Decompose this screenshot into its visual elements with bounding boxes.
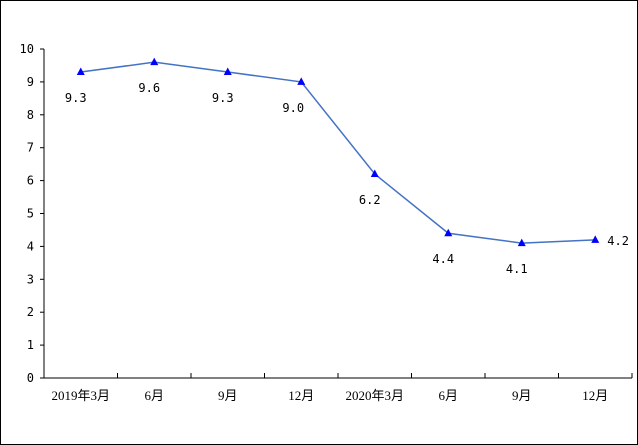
series-line [80, 61, 596, 244]
y-tick-label: 5 [27, 207, 34, 221]
data-label: 6.2 [359, 193, 381, 207]
data-label: 9.3 [212, 91, 234, 105]
y-tick-label: 9 [27, 75, 34, 89]
data-label: 4.2 [607, 234, 629, 248]
x-tick-label: 2019年3月 [51, 388, 110, 403]
data-label: 9.6 [138, 81, 160, 95]
data-label: 9.3 [65, 91, 87, 105]
data-point-marker [297, 77, 306, 85]
x-tick-label: 12月 [582, 388, 608, 403]
y-tick-label: 1 [27, 338, 34, 352]
data-point-marker [76, 67, 85, 76]
data-label: 4.4 [432, 252, 454, 266]
data-label: 9.0 [282, 101, 304, 115]
data-point-marker [150, 57, 159, 66]
y-tick-label: 2 [27, 305, 34, 319]
data-point-marker [223, 67, 232, 76]
data-point-marker [517, 238, 526, 247]
data-point-marker [444, 228, 453, 237]
y-tick-label: 6 [27, 174, 34, 188]
y-tick-label: 7 [27, 141, 34, 155]
data-label: 4.1 [506, 262, 528, 276]
y-tick-label: 8 [27, 108, 34, 122]
x-tick-label: 6月 [144, 388, 164, 403]
x-tick-label: 9月 [218, 388, 238, 403]
y-tick-label: 0 [27, 371, 34, 385]
x-tick-label: 9月 [512, 388, 532, 403]
x-tick-label: 12月 [288, 388, 314, 403]
x-tick-label: 2020年3月 [345, 388, 404, 403]
y-tick-label: 10 [20, 42, 34, 56]
data-point-marker [370, 169, 379, 178]
y-tick-label: 4 [27, 239, 34, 253]
x-tick-label: 6月 [438, 388, 458, 403]
data-point-marker [591, 235, 600, 243]
y-tick-label: 3 [27, 272, 34, 286]
